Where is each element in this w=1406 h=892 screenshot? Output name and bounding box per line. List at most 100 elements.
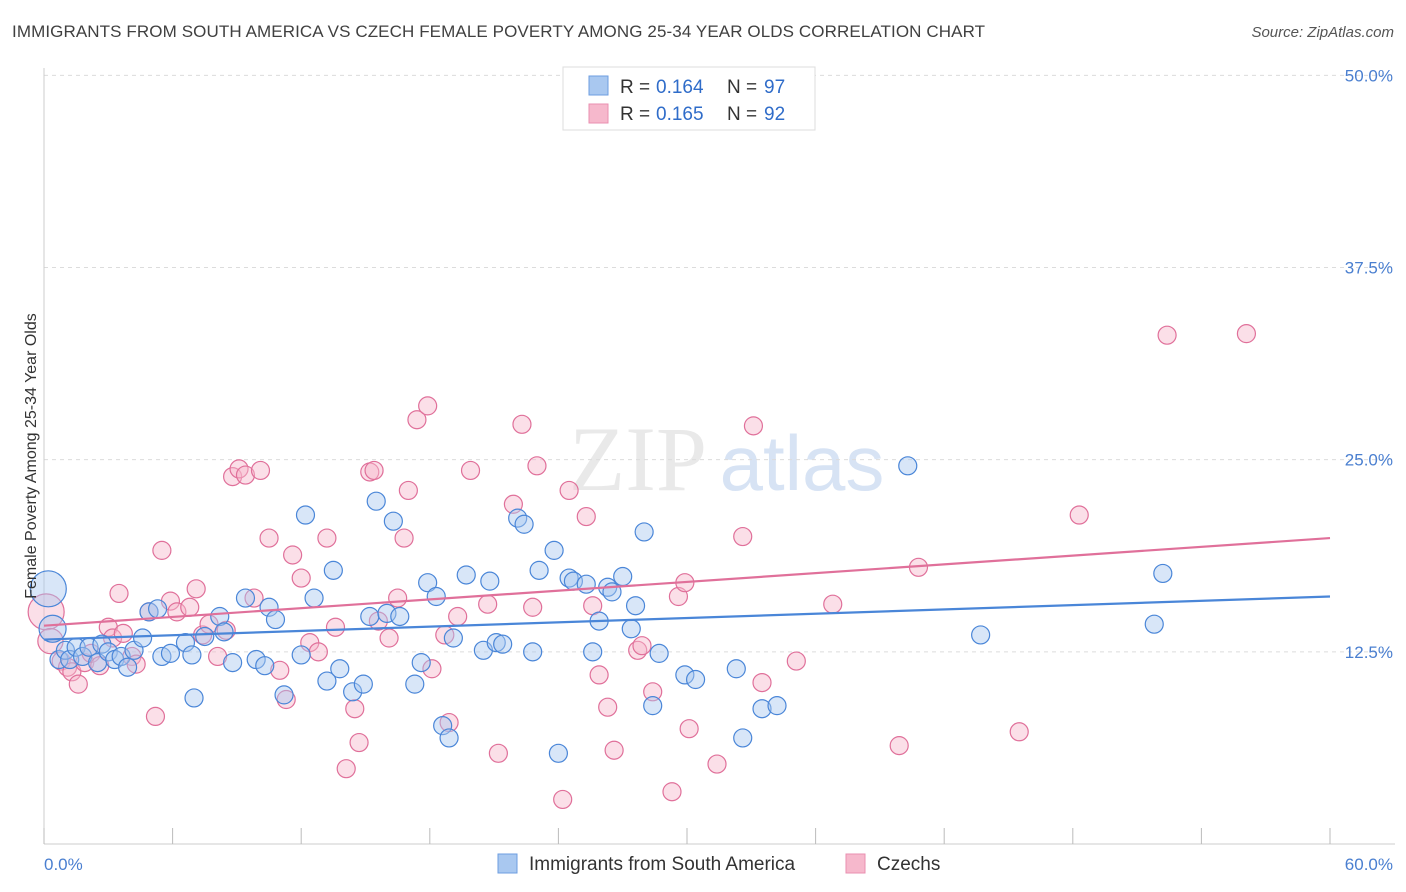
legend-n-value-2: 92 — [764, 104, 785, 125]
watermark-zip: ZIP — [569, 408, 707, 510]
x-tick-min: 0.0% — [44, 855, 83, 874]
czechs-point-58 — [488, 743, 508, 763]
south-america-point-9 — [92, 634, 112, 654]
czechs-point-11 — [109, 583, 129, 604]
stats-legend: R = 0.164 N = 97 R = 0.165 N = 92 — [562, 66, 816, 131]
south-america-point-15 — [132, 628, 153, 648]
czechs-point-5 — [68, 674, 88, 694]
south-america-point-46 — [405, 674, 425, 694]
legend-swatch-pink — [588, 103, 609, 124]
czechs-point-32 — [270, 660, 290, 680]
czechs-point-71 — [632, 636, 652, 656]
south-america-point-42 — [366, 491, 386, 511]
czechs-point-12 — [113, 623, 133, 643]
y-tick-label-3: 50.0% — [1345, 66, 1393, 85]
south-america-point-10 — [98, 642, 118, 662]
y-tick-labels: 12.5% 25.0% 37.5% 50.0% — [1345, 66, 1393, 661]
czechs-point-67 — [589, 665, 609, 685]
south-america-point-21 — [182, 645, 202, 665]
czechs-point-76 — [679, 719, 699, 739]
south-america-point-34 — [295, 505, 316, 525]
czechs-point-49 — [398, 480, 418, 501]
legend-n-label-2: N = — [727, 104, 757, 125]
series-legend: Immigrants from South America Czechs — [497, 853, 940, 875]
czechs-point-39 — [325, 617, 346, 637]
south-america-point-29 — [255, 656, 275, 676]
south-america-point-50 — [433, 716, 453, 736]
south-america-point-86 — [1153, 563, 1173, 584]
axes — [43, 68, 1395, 845]
legend-n-value-1: 97 — [764, 77, 785, 98]
czechs-point-41 — [345, 699, 365, 719]
south-america-point-60 — [523, 642, 543, 662]
czechs-point-64 — [559, 480, 579, 501]
czechs-point-56 — [460, 460, 481, 481]
legend-label-south-america: Immigrants from South America — [529, 854, 796, 875]
czechs-point-50 — [407, 410, 427, 430]
south-america-point-23 — [195, 626, 215, 647]
south-america-point-57 — [493, 634, 513, 654]
czechs-point-42 — [349, 732, 369, 753]
y-axis-label: Female Poverty Among 25-34 Year Olds — [23, 313, 40, 599]
czechs-point-4 — [62, 662, 82, 682]
czechs-point-57 — [478, 594, 498, 614]
south-america-point-1 — [38, 614, 67, 643]
czechs-point-80 — [752, 672, 772, 693]
south-america-point-81 — [752, 699, 772, 719]
south-america-point-48 — [418, 573, 438, 593]
south-america-point-72 — [621, 619, 641, 639]
south-america-point-67 — [583, 642, 603, 662]
south-america-point-40 — [353, 674, 373, 694]
south-america-point-59 — [514, 514, 534, 534]
south-america-point-35 — [304, 588, 324, 608]
south-america-point-36 — [317, 671, 337, 691]
south-america-point-31 — [265, 609, 286, 630]
south-america-point-47 — [411, 653, 431, 673]
south-america-point-75 — [643, 696, 663, 716]
south-america-point-27 — [235, 588, 256, 608]
south-america-point-13 — [117, 657, 138, 677]
czechs-point-37 — [308, 642, 328, 662]
south-america-point-61 — [529, 560, 549, 580]
south-america-point-82 — [767, 696, 787, 716]
czechs-point-34 — [283, 545, 303, 565]
south-america-point-38 — [330, 659, 350, 679]
south-america-point-71 — [613, 566, 633, 587]
czechs-point-86 — [1069, 505, 1089, 525]
south-america-point-85 — [1144, 614, 1164, 634]
czechs-point-83 — [889, 736, 909, 756]
czechs-point-48 — [394, 528, 414, 548]
south-america-point-56 — [486, 633, 506, 653]
czechs-point-85 — [1009, 722, 1029, 742]
south-america-point-26 — [223, 653, 243, 673]
czechs-point-65 — [576, 506, 596, 527]
legend-n-label-1: N = — [727, 77, 757, 98]
legend-r-label-1: R = — [620, 77, 650, 98]
south-america-point-77 — [675, 665, 695, 685]
south-america-point-79 — [726, 659, 746, 679]
czechs-point-35 — [291, 568, 311, 588]
czechs-point-77 — [707, 754, 727, 774]
south-america-point-45 — [390, 606, 410, 627]
y-tick-label-2: 37.5% — [1345, 259, 1393, 278]
source-label: Source: ZipAtlas.com — [1251, 24, 1394, 41]
south-america-point-37 — [323, 560, 343, 580]
legend-swatch-blue — [588, 75, 609, 96]
legend-swatch-czechs — [845, 853, 866, 874]
czechs-point-28 — [235, 465, 256, 485]
czechs-point-79 — [743, 416, 764, 436]
czechs-point-81 — [786, 651, 806, 671]
x-tick-max: 60.0% — [1345, 855, 1393, 874]
legend-r-value-1: 0.164 — [656, 77, 704, 98]
south-america-point-73 — [625, 596, 646, 616]
czechs-point-61 — [523, 597, 543, 617]
chart-title: IMMIGRANTS FROM SOUTH AMERICA VS CZECH F… — [12, 22, 986, 41]
czechs-point-78 — [733, 526, 753, 547]
czechs-point-73 — [662, 782, 682, 802]
south-america-point-32 — [274, 685, 294, 705]
south-america-point-22 — [184, 688, 204, 708]
czechs-point-38 — [317, 528, 337, 548]
czechs-point-69 — [604, 740, 624, 760]
south-america-point-20 — [175, 633, 196, 653]
